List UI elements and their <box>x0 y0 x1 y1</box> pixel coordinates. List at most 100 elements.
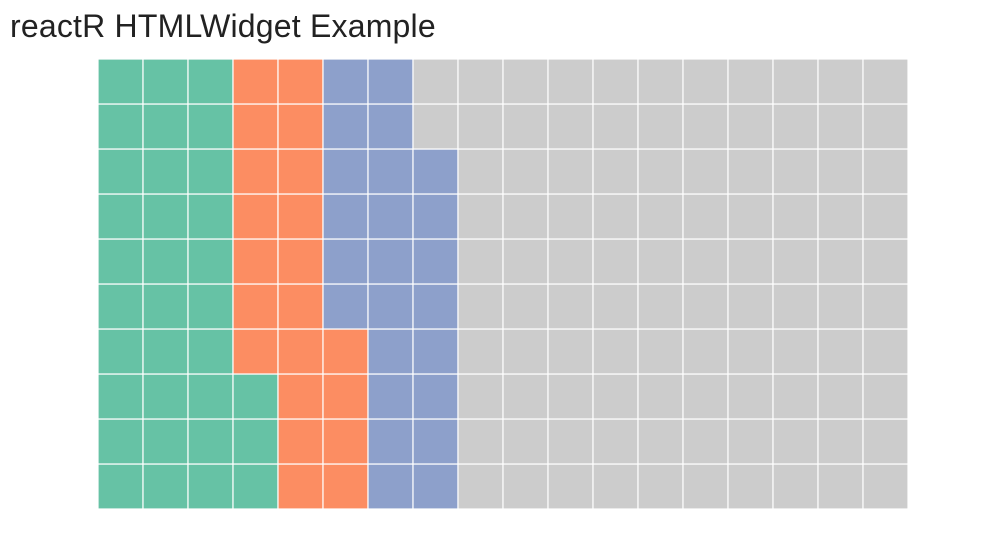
waffle-cell-series-4 <box>502 373 549 420</box>
waffle-cell-series-4 <box>637 103 684 150</box>
waffle-cell-series-4 <box>457 418 504 465</box>
waffle-cell-series-4 <box>772 193 819 240</box>
waffle-cell-series-4 <box>727 148 774 195</box>
waffle-cell-series-4 <box>862 463 909 510</box>
waffle-cell-series-3 <box>412 418 459 465</box>
waffle-cell-series-3 <box>412 373 459 420</box>
waffle-cell-series-4 <box>862 328 909 375</box>
waffle-cell-series-4 <box>817 238 864 285</box>
waffle-cell-series-2 <box>277 193 324 240</box>
waffle-cell-series-4 <box>637 238 684 285</box>
waffle-cell-series-1 <box>232 418 279 465</box>
waffle-cell-series-4 <box>592 418 639 465</box>
waffle-cell-series-3 <box>367 463 414 510</box>
waffle-cell-series-1 <box>187 58 234 105</box>
waffle-cell-series-4 <box>547 103 594 150</box>
waffle-cell-series-1 <box>187 373 234 420</box>
waffle-cell-series-4 <box>817 58 864 105</box>
waffle-cell-series-4 <box>727 238 774 285</box>
waffle-cell-series-4 <box>862 148 909 195</box>
waffle-cell-series-4 <box>547 283 594 330</box>
waffle-cell-series-3 <box>322 238 369 285</box>
waffle-cell-series-4 <box>772 238 819 285</box>
waffle-cell-series-1 <box>97 463 144 510</box>
waffle-cell-series-1 <box>97 328 144 375</box>
waffle-cell-series-2 <box>277 328 324 375</box>
waffle-cell-series-3 <box>322 103 369 150</box>
waffle-cell-series-1 <box>97 148 144 195</box>
waffle-cell-series-4 <box>592 103 639 150</box>
waffle-cell-series-2 <box>322 328 369 375</box>
waffle-cell-series-4 <box>502 463 549 510</box>
waffle-cell-series-1 <box>142 103 189 150</box>
waffle-cell-series-2 <box>232 238 279 285</box>
waffle-cell-series-4 <box>547 193 594 240</box>
waffle-cell-series-1 <box>187 193 234 240</box>
waffle-cell-series-1 <box>187 463 234 510</box>
waffle-cell-series-3 <box>367 193 414 240</box>
waffle-cell-series-1 <box>142 238 189 285</box>
waffle-cell-series-4 <box>592 238 639 285</box>
page-title: reactR HTMLWidget Example <box>10 8 436 44</box>
waffle-cell-series-4 <box>817 463 864 510</box>
waffle-cell-series-3 <box>367 283 414 330</box>
waffle-cell-series-1 <box>142 328 189 375</box>
waffle-cell-series-1 <box>142 418 189 465</box>
waffle-cell-series-4 <box>817 373 864 420</box>
waffle-cell-series-4 <box>457 283 504 330</box>
waffle-cell-series-4 <box>772 148 819 195</box>
waffle-cell-series-4 <box>412 58 459 105</box>
waffle-cell-series-4 <box>682 103 729 150</box>
waffle-cell-series-4 <box>862 373 909 420</box>
waffle-cell-series-3 <box>322 148 369 195</box>
waffle-cell-series-4 <box>457 193 504 240</box>
waffle-cell-series-4 <box>817 148 864 195</box>
waffle-cell-series-2 <box>232 283 279 330</box>
waffle-cell-series-4 <box>502 238 549 285</box>
waffle-cell-series-4 <box>592 373 639 420</box>
waffle-cell-series-4 <box>547 463 594 510</box>
waffle-cell-series-4 <box>637 58 684 105</box>
waffle-cell-series-4 <box>772 283 819 330</box>
waffle-cell-series-4 <box>592 328 639 375</box>
waffle-cell-series-4 <box>457 103 504 150</box>
waffle-cell-series-4 <box>682 463 729 510</box>
waffle-cell-series-1 <box>97 103 144 150</box>
waffle-cell-series-3 <box>412 328 459 375</box>
waffle-cell-series-1 <box>232 463 279 510</box>
waffle-cell-series-4 <box>412 103 459 150</box>
waffle-cell-series-4 <box>637 283 684 330</box>
waffle-cell-series-3 <box>322 193 369 240</box>
waffle-cell-series-4 <box>727 103 774 150</box>
waffle-cell-series-4 <box>862 418 909 465</box>
waffle-cell-series-4 <box>502 103 549 150</box>
waffle-cell-series-1 <box>97 283 144 330</box>
waffle-cell-series-1 <box>142 373 189 420</box>
waffle-cell-series-1 <box>142 463 189 510</box>
waffle-cell-series-4 <box>592 58 639 105</box>
waffle-cell-series-3 <box>367 418 414 465</box>
waffle-cell-series-4 <box>502 148 549 195</box>
waffle-cell-series-4 <box>682 283 729 330</box>
waffle-cell-series-4 <box>502 58 549 105</box>
waffle-cell-series-3 <box>412 463 459 510</box>
waffle-cell-series-3 <box>322 58 369 105</box>
waffle-cell-series-4 <box>682 148 729 195</box>
waffle-cell-series-4 <box>457 58 504 105</box>
waffle-cell-series-4 <box>592 193 639 240</box>
waffle-cell-series-4 <box>682 418 729 465</box>
waffle-cell-series-4 <box>862 58 909 105</box>
waffle-cell-series-4 <box>547 148 594 195</box>
waffle-cell-series-4 <box>862 283 909 330</box>
waffle-cell-series-4 <box>592 463 639 510</box>
waffle-cell-series-3 <box>367 373 414 420</box>
waffle-cell-series-4 <box>637 193 684 240</box>
waffle-cell-series-4 <box>502 418 549 465</box>
waffle-cell-series-1 <box>142 58 189 105</box>
waffle-cell-series-4 <box>862 193 909 240</box>
waffle-cell-series-4 <box>772 463 819 510</box>
waffle-cell-series-4 <box>637 463 684 510</box>
waffle-cell-series-2 <box>277 103 324 150</box>
waffle-cell-series-4 <box>727 463 774 510</box>
